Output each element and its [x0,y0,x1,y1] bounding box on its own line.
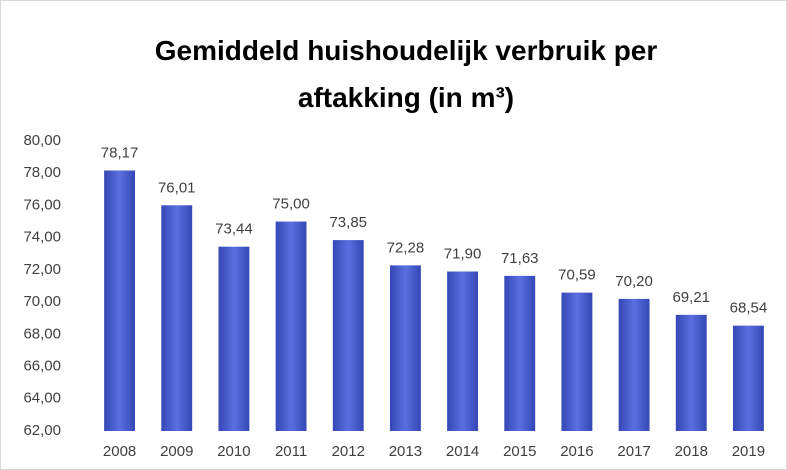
y-tick-label: 78,00 [23,164,61,181]
x-tick-label: 2010 [217,443,250,460]
x-tick-label: 2016 [560,443,593,460]
x-tick-label: 2012 [332,443,365,460]
y-tick-label: 68,00 [23,325,61,342]
bar [104,170,136,431]
bar [218,246,250,431]
value-label: 71,63 [501,250,539,267]
x-tick-label: 2014 [446,443,479,460]
bar [732,325,764,431]
x-tick-label: 2009 [160,443,193,460]
bar [504,275,536,431]
value-label: 69,21 [672,289,710,306]
value-label: 78,17 [101,144,139,161]
x-tick-label: 2015 [503,443,536,460]
value-label: 75,00 [272,196,310,213]
y-tick-label: 66,00 [23,358,61,375]
bar [675,314,707,431]
bar [275,221,307,431]
x-tick-label: 2019 [732,443,765,460]
y-tick-label: 72,00 [23,261,61,278]
bar [389,265,421,431]
y-tick-label: 64,00 [23,390,61,407]
x-tick-label: 2008 [103,443,136,460]
x-tick-label: 2017 [617,443,650,460]
value-label: 68,54 [730,300,768,317]
bar [332,240,364,431]
x-tick-label: 2011 [275,443,307,460]
x-tick-label: 2018 [675,443,708,460]
value-label: 73,44 [215,221,253,238]
bar [447,271,479,431]
y-tick-label: 70,00 [23,293,61,310]
y-tick-label: 80,00 [23,132,61,149]
value-label: 72,28 [387,239,425,256]
x-tick-label: 2013 [389,443,422,460]
value-label: 70,59 [558,267,596,284]
bar [618,298,650,431]
y-tick-label: 76,00 [23,196,61,213]
value-label: 71,90 [444,245,482,262]
y-tick-label: 62,00 [23,422,61,439]
bar [561,292,593,431]
value-label: 70,20 [615,273,653,290]
chart-title: Gemiddeld huishoudelijk verbruik per aft… [154,35,658,113]
value-label: 73,85 [329,214,367,231]
bar [161,205,193,431]
value-label: 76,01 [158,179,196,196]
y-tick-label: 74,00 [23,229,61,246]
